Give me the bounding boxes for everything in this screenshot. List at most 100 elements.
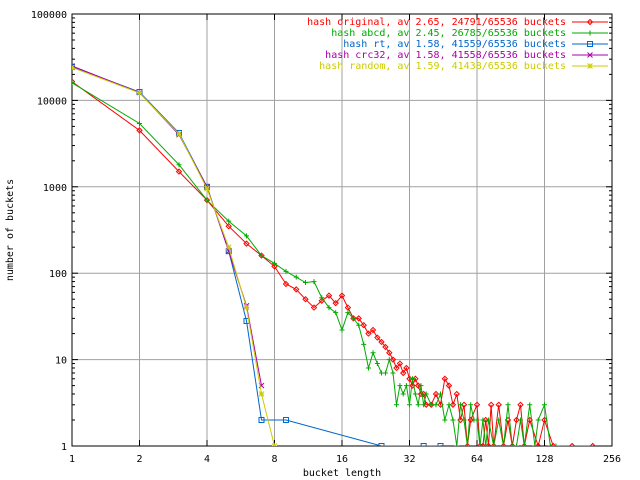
data-point: [535, 442, 542, 446]
series-2: [72, 63, 444, 446]
data-point: [438, 391, 444, 397]
x-axis-label: bucket length: [303, 468, 381, 479]
data-point: [374, 334, 381, 341]
y-tick-label: 100000: [31, 10, 67, 21]
series-group: [72, 63, 596, 446]
data-point: [360, 322, 367, 329]
x-tick-label: 64: [471, 454, 483, 465]
data-point: [176, 162, 182, 168]
data-point: [480, 417, 486, 423]
series-4: [72, 64, 278, 446]
data-point: [505, 402, 511, 408]
series-1: [72, 80, 559, 446]
series-line: [72, 82, 556, 446]
legend-swatch-marker: [586, 18, 594, 26]
data-point: [204, 185, 210, 192]
data-point: [464, 443, 470, 446]
data-point: [453, 390, 460, 398]
data-point: [271, 263, 278, 270]
data-point: [521, 443, 527, 446]
data-point: [356, 322, 362, 328]
data-point: [460, 401, 468, 408]
data-point: [302, 296, 309, 303]
data-point: [136, 90, 143, 96]
x-tick-label: 2: [136, 454, 142, 465]
data-point: [432, 390, 440, 398]
y-tick-label: 10: [55, 356, 67, 367]
axis-ticks: 1 2 4 8 16 32 64 128 256 1 10 100 1000 10000 100000: [31, 10, 621, 465]
data-point: [243, 233, 249, 239]
data-point: [517, 401, 524, 408]
data-point: [446, 402, 452, 408]
data-point: [355, 315, 362, 322]
data-point: [421, 402, 427, 408]
data-point: [293, 286, 300, 293]
data-point: [382, 343, 389, 351]
data-point: [326, 305, 332, 311]
data-point: [568, 442, 576, 446]
data-point: [282, 416, 289, 423]
data-point: [72, 78, 76, 85]
data-point: [412, 375, 419, 382]
data-point: [412, 391, 418, 397]
data-point: [495, 401, 502, 408]
data-point: [527, 402, 533, 408]
data-point: [345, 310, 351, 316]
grid: [72, 14, 612, 446]
x-tick-label: 1: [69, 454, 75, 465]
data-point: [403, 364, 410, 372]
data-point: [449, 401, 457, 408]
legend-label: hash random, av 1.59, 41438/65536 bucket…: [319, 61, 566, 72]
data-point: [542, 402, 547, 408]
data-point: [258, 416, 265, 423]
legend-swatch-marker: [587, 52, 593, 58]
data-point: [386, 349, 393, 356]
data-point: [473, 401, 481, 408]
data-point: [485, 417, 491, 423]
data-point: [467, 416, 474, 424]
series-0: [72, 78, 596, 446]
data-point: [258, 391, 265, 397]
data-point: [490, 442, 497, 446]
data-point: [428, 401, 435, 408]
data-point: [365, 365, 371, 371]
y-tick-label: 1000: [43, 183, 67, 194]
x-tick-label: 16: [336, 454, 348, 465]
legend-swatch-marker: [587, 30, 593, 36]
data-point: [393, 364, 400, 372]
x-tick-label: 32: [403, 454, 415, 465]
data-point: [479, 442, 487, 446]
data-point: [420, 443, 427, 446]
data-point: [589, 442, 596, 446]
series-line: [72, 81, 593, 446]
data-point: [137, 121, 142, 127]
data-point: [332, 299, 339, 307]
data-point: [500, 442, 507, 446]
data-point: [513, 443, 519, 446]
data-point: [450, 417, 456, 423]
series-line: [72, 67, 275, 446]
data-point: [553, 443, 559, 446]
data-point: [204, 197, 210, 203]
data-point: [532, 443, 538, 446]
legend-label: hash abcd, av 2.45, 26785/65536 buckets: [331, 28, 566, 39]
data-point: [386, 357, 392, 363]
data-point: [409, 376, 415, 382]
data-point: [369, 326, 377, 334]
data-point: [485, 442, 492, 446]
data-point: [445, 382, 453, 389]
data-point: [400, 391, 406, 397]
data-point: [72, 64, 75, 71]
data-point: [72, 80, 75, 86]
data-point: [409, 382, 416, 389]
data-point: [418, 383, 424, 389]
data-point: [272, 260, 277, 266]
data-point: [333, 310, 339, 316]
data-point: [310, 304, 318, 311]
data-point: [521, 442, 528, 446]
data-point: [406, 375, 413, 382]
legend-swatch-marker: [587, 63, 593, 69]
data-point: [303, 280, 309, 286]
data-point: [282, 280, 290, 288]
